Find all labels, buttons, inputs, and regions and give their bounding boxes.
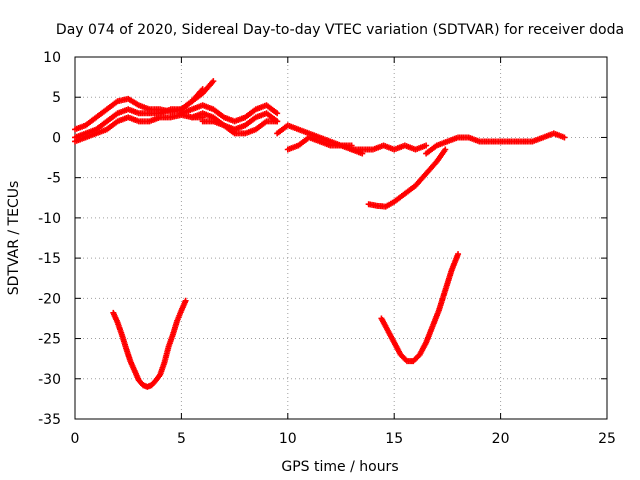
y-tick-label: 10	[43, 50, 61, 66]
y-tick-label: 0	[52, 130, 61, 146]
y-tick-label: -30	[38, 372, 61, 388]
data-point	[561, 134, 568, 141]
plot-frame	[74, 56, 608, 420]
data-point	[274, 110, 281, 117]
x-axis-label: GPS time / hours	[281, 459, 398, 475]
x-tick-label: 15	[385, 431, 403, 447]
data-point	[442, 146, 449, 153]
series-arc-11	[365, 146, 449, 210]
series-arc-9	[348, 142, 430, 153]
series-arc-4	[178, 102, 281, 125]
x-tick-labels: 0 5 10 15 20 25	[71, 431, 616, 447]
y-axis-label: SDTVAR / TECUs	[6, 181, 22, 296]
x-tick-label: 5	[177, 431, 186, 447]
y-tick-label: -15	[38, 251, 61, 267]
series-arc-13	[378, 251, 462, 365]
x-tick-label: 20	[492, 431, 510, 447]
chart-title: Day 074 of 2020, Sidereal Day-to-day VTE…	[56, 22, 624, 38]
y-tick-label: -35	[38, 412, 61, 428]
data-point	[182, 297, 189, 304]
data-point	[274, 118, 281, 125]
y-tick-label: -20	[38, 291, 61, 307]
data-points	[72, 78, 568, 390]
data-point	[423, 142, 430, 149]
x-tick-label: 0	[71, 431, 80, 447]
series-arc-6	[199, 118, 281, 137]
data-point	[455, 251, 462, 258]
x-tick-label: 10	[279, 431, 297, 447]
series-arc-3	[72, 111, 206, 145]
x-tick-label: 25	[598, 431, 616, 447]
grid-lines	[75, 57, 607, 419]
series-arc-10	[423, 130, 568, 157]
y-tick-labels: 10 5 0 -5 -10 -15 -20 -25 -30 -35	[38, 50, 61, 428]
y-tick-label: -25	[38, 332, 61, 348]
y-tick-label: -10	[38, 211, 61, 227]
y-tick-label: 5	[52, 90, 61, 106]
series-arc-12	[110, 297, 189, 390]
y-tick-label: -5	[47, 171, 61, 187]
data-point	[210, 78, 217, 85]
